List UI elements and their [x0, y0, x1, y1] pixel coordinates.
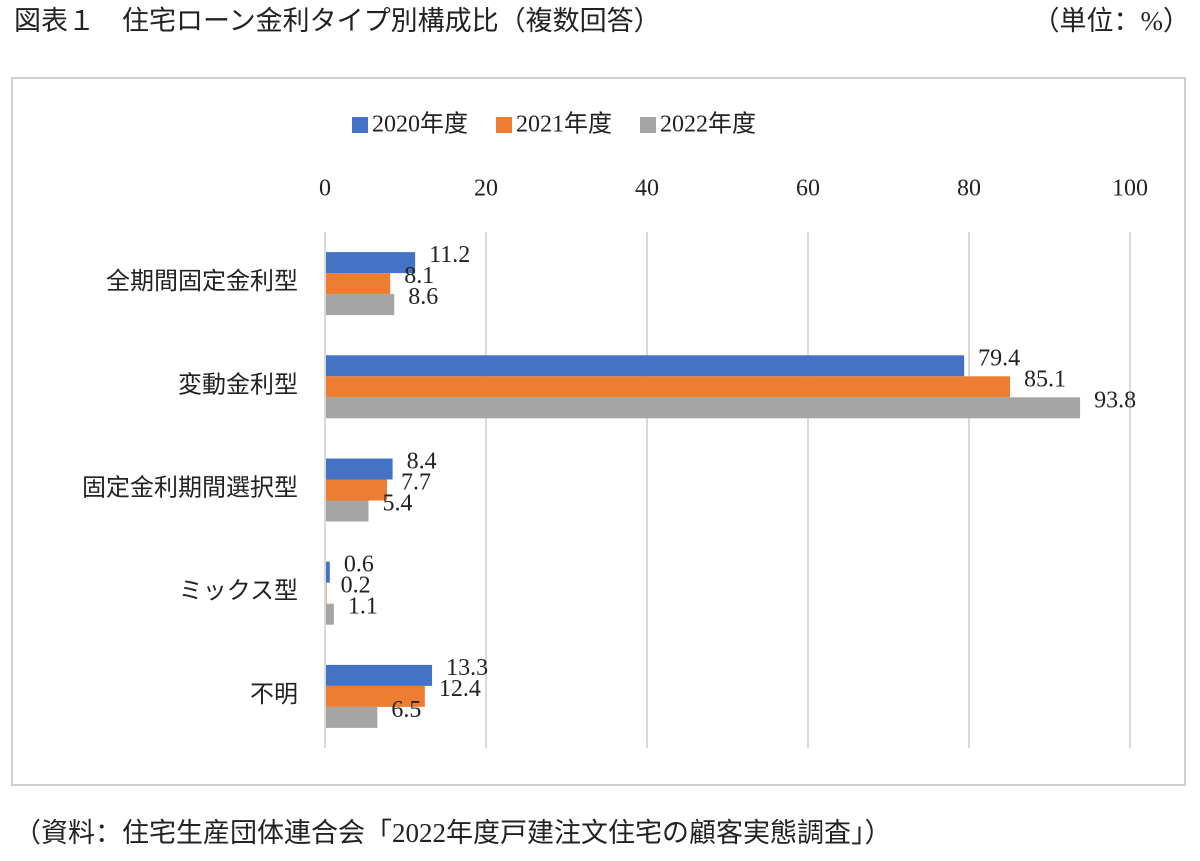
y-tick-label: 固定金利期間選択型 — [82, 475, 298, 502]
data-label: 11.2 — [429, 242, 470, 268]
chart-title: 図表１ 住宅ローン金利タイプ別構成比（複数回答） — [14, 6, 661, 36]
bar — [325, 603, 334, 625]
x-tick-label: 100 — [1112, 176, 1148, 202]
data-label: 79.4 — [978, 345, 1020, 371]
data-label: 8.1 — [404, 263, 434, 289]
legend-label: 2020年度 — [372, 111, 468, 138]
bar — [325, 273, 391, 295]
bar — [325, 706, 378, 728]
legend-swatch — [640, 117, 656, 133]
data-label: 7.7 — [401, 470, 431, 496]
bar — [325, 500, 369, 522]
legend-label: 2021年度 — [516, 111, 612, 138]
data-label: 8.6 — [408, 284, 438, 310]
data-label: 6.5 — [391, 697, 421, 723]
bar — [325, 664, 433, 686]
bar — [325, 397, 1081, 419]
bar — [325, 561, 330, 583]
data-label: 12.4 — [439, 676, 481, 702]
data-label: 1.1 — [348, 594, 378, 620]
data-label: 13.3 — [446, 655, 488, 681]
data-label: 0.2 — [341, 573, 371, 599]
data-label: 0.6 — [344, 552, 374, 578]
data-label: 93.8 — [1094, 387, 1136, 413]
x-tick-label: 40 — [635, 176, 659, 202]
chart-frame — [11, 77, 1186, 786]
bar — [325, 458, 393, 480]
legend-label: 2022年度 — [660, 111, 756, 138]
y-tick-label: 変動金利型 — [178, 371, 298, 398]
bar — [325, 355, 965, 377]
source-note: （資料：住宅生産団体連合会「2022年度戸建注文住宅の顧客実態調査」） — [14, 818, 892, 848]
data-label: 8.4 — [407, 449, 437, 475]
x-tick-label: 0 — [319, 176, 331, 202]
bar — [325, 376, 1011, 398]
x-tick-label: 60 — [796, 176, 820, 202]
data-label: 85.1 — [1024, 366, 1066, 392]
unit-note: （単位：%） — [1033, 6, 1191, 36]
legend-swatch — [496, 117, 512, 133]
bar — [325, 685, 425, 707]
x-tick-label: 80 — [957, 176, 981, 202]
y-tick-label: ミックス型 — [179, 578, 298, 605]
y-tick-label: 全期間固定金利型 — [106, 268, 298, 295]
bar — [325, 479, 387, 501]
x-tick-label: 20 — [474, 176, 498, 202]
bar — [325, 294, 395, 316]
bar — [325, 252, 416, 274]
y-tick-label: 不明 — [250, 682, 298, 708]
data-label: 5.4 — [382, 491, 412, 517]
legend-swatch — [352, 117, 368, 133]
